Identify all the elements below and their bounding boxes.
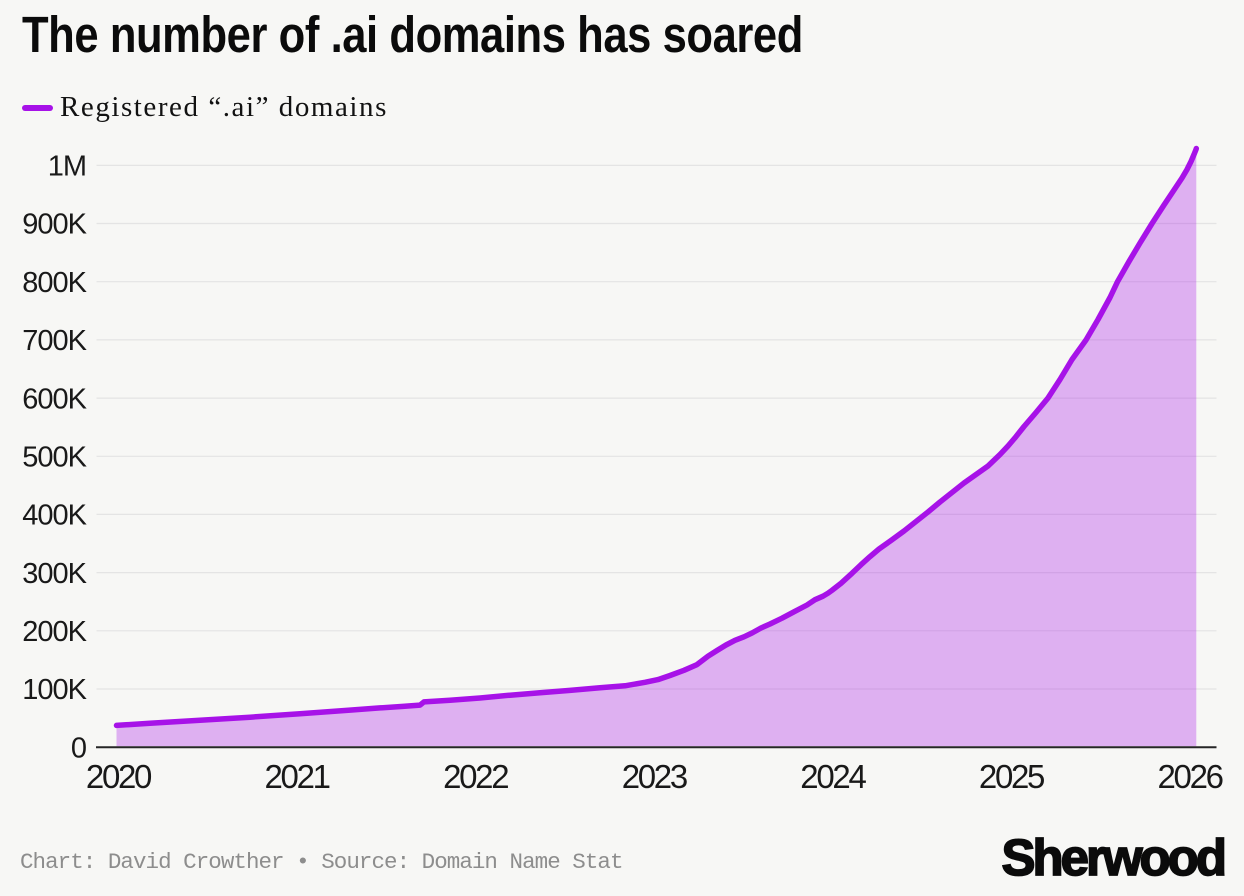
svg-text:100K: 100K bbox=[22, 674, 87, 706]
svg-text:2024: 2024 bbox=[800, 758, 866, 795]
svg-text:2020: 2020 bbox=[86, 758, 152, 795]
svg-text:800K: 800K bbox=[22, 267, 87, 299]
svg-text:200K: 200K bbox=[22, 616, 87, 648]
svg-text:2023: 2023 bbox=[622, 758, 687, 795]
svg-text:900K: 900K bbox=[22, 209, 87, 241]
svg-text:300K: 300K bbox=[22, 558, 87, 590]
svg-text:2025: 2025 bbox=[979, 758, 1044, 795]
svg-text:500K: 500K bbox=[22, 442, 87, 474]
svg-text:700K: 700K bbox=[22, 325, 87, 357]
svg-text:600K: 600K bbox=[22, 383, 87, 415]
svg-text:400K: 400K bbox=[22, 500, 87, 532]
svg-text:2022: 2022 bbox=[443, 758, 508, 795]
svg-text:0: 0 bbox=[71, 732, 86, 764]
svg-text:2026: 2026 bbox=[1157, 758, 1222, 795]
svg-text:2021: 2021 bbox=[264, 758, 329, 795]
svg-text:1M: 1M bbox=[48, 151, 86, 183]
